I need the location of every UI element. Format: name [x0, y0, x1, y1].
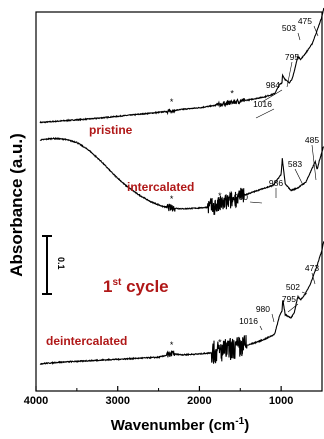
peak-star-marker: * [230, 88, 234, 98]
series-label-pristine: pristine [89, 123, 133, 137]
peak-leader-line [259, 325, 263, 331]
peak-label: 502 [286, 282, 300, 292]
series-line-intercalated [39, 136, 324, 215]
x-tick-label: 3000 [105, 395, 129, 407]
peak-star-marker: * [170, 194, 174, 204]
series-layer [39, 7, 324, 366]
x-tick-label: 4000 [24, 395, 48, 407]
peak-star-marker: * [218, 338, 222, 348]
scale-bar: 0.1 [42, 235, 66, 295]
peak-label: 980 [256, 304, 270, 314]
peak-leader-line [294, 168, 304, 186]
peak-leader-line [301, 291, 308, 295]
peak-leader-line [311, 272, 316, 285]
peak-leader-line [255, 108, 275, 119]
x-axis-ticks: 4000 3000 2000 1000 [24, 386, 293, 407]
peak-star-marker: * [170, 340, 174, 350]
peak-leader-line [287, 303, 299, 313]
peak-label: 795 [285, 52, 299, 62]
peak-label: 1016 [253, 99, 272, 109]
series-label-intercalated: intercalated [127, 180, 194, 194]
peak-label: 1000 [229, 192, 248, 202]
series-line-deintercalated [39, 241, 324, 366]
peak-label: 475 [298, 16, 312, 26]
peak-leader-line [313, 25, 319, 37]
cycle-label: 1st cycle [103, 277, 169, 296]
peak-leader-line [271, 313, 275, 323]
scale-bar-label: 0.1 [56, 257, 66, 270]
peak-label: 473 [305, 263, 319, 273]
x-tick-label: 2000 [187, 395, 211, 407]
series-line-pristine [39, 7, 324, 124]
peak-label: 1016 [239, 316, 258, 326]
peak-label: 986 [269, 178, 283, 188]
x-axis-label: Wavenumber (cm-1) [111, 416, 249, 434]
peak-star-marker: * [218, 191, 222, 201]
plot-frame [35, 11, 323, 392]
peak-label: 503 [282, 23, 296, 33]
peak-label: 984 [266, 80, 280, 90]
peak-label: 795 [282, 294, 296, 304]
peak-label: 583 [288, 159, 302, 169]
peak-label: 485 [305, 135, 319, 145]
peak-leader-line [297, 32, 301, 41]
peak-star-marker: * [170, 97, 174, 107]
x-tick-label: 1000 [269, 395, 293, 407]
peak-leader-line [261, 89, 283, 103]
series-label-deintercalated: deintercalated [46, 334, 127, 348]
peak-leader-line [249, 201, 263, 204]
y-axis-label: Absorbance (a.u.) [7, 133, 26, 277]
peak-leader-line [286, 61, 293, 88]
peak-leader-line [311, 144, 317, 181]
